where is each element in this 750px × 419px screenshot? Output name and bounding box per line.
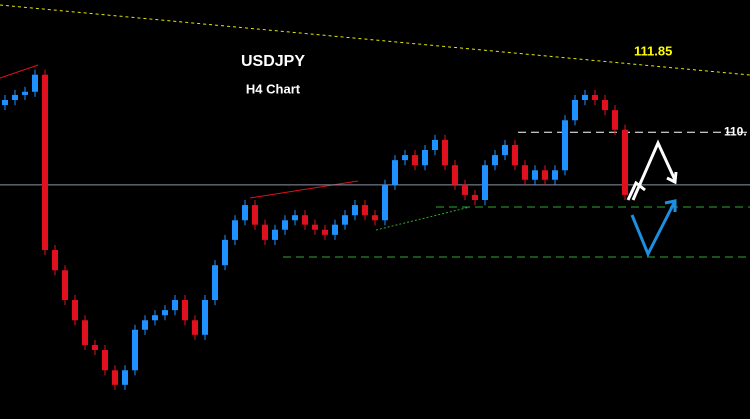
trend-segment [249, 180, 359, 199]
projection-arrow [631, 139, 677, 201]
candle-body [412, 155, 418, 166]
projection-arrow [630, 202, 676, 258]
candle-body [222, 239, 228, 266]
trendline-label: 111.85 [634, 43, 672, 58]
candle-body [512, 144, 518, 166]
chart-subtitle: H4 Chart [246, 81, 301, 96]
candle-body [622, 129, 628, 195]
candle-body [322, 229, 328, 235]
candle-body [552, 170, 558, 180]
candle-body [582, 94, 588, 101]
candle-body [332, 224, 338, 235]
candle-body [522, 165, 528, 180]
candle-body [242, 205, 248, 221]
candle-body [272, 229, 278, 240]
candle-body [482, 165, 488, 201]
candle-body [452, 165, 458, 185]
arrow [626, 180, 646, 201]
chart-title: USDJPY [241, 53, 305, 70]
candle-body [262, 224, 268, 240]
trend-segment [0, 64, 39, 79]
candle-body [572, 100, 578, 121]
candle-body [602, 100, 608, 111]
candle-body [362, 205, 368, 216]
candle-body [32, 74, 38, 92]
candle-body [82, 320, 88, 345]
candle-body [292, 215, 298, 221]
candle-body [72, 300, 78, 321]
arrow-head [666, 171, 678, 185]
candle-body [492, 155, 498, 166]
candle-body [562, 120, 568, 171]
candle-body [432, 139, 438, 151]
candle-body [42, 74, 48, 251]
candle-body [502, 144, 508, 156]
candle-body [62, 270, 68, 301]
candle-body [102, 350, 108, 371]
candle-body [22, 91, 28, 95]
candle-body [212, 265, 218, 301]
candle-body [112, 370, 118, 385]
candle-body [312, 224, 318, 230]
candle-body [162, 310, 168, 316]
arrow-head [664, 199, 677, 212]
candle-body [462, 184, 468, 195]
candle-body [202, 300, 208, 335]
candle-body [92, 344, 98, 351]
candle-body [592, 94, 598, 101]
candle-body [152, 315, 158, 321]
candle-body [422, 150, 428, 166]
candle-body [442, 139, 448, 166]
level-label: 110. [724, 124, 747, 138]
candle-body [532, 170, 538, 180]
candle-body [182, 300, 188, 321]
candle-body [352, 205, 358, 216]
candle-body [2, 100, 8, 106]
candle-body [12, 94, 18, 101]
trend-segment [375, 206, 471, 231]
candle-body [402, 155, 408, 161]
candle-body [372, 215, 378, 221]
candle-body [342, 215, 348, 225]
candle-body [52, 250, 58, 271]
candle-body [172, 300, 178, 311]
candle-body [542, 170, 548, 180]
candle-body [192, 320, 198, 335]
candle-body [252, 205, 258, 225]
candle-body [232, 220, 238, 240]
candle-body [282, 220, 288, 230]
candle-body [392, 160, 398, 185]
candle-body [142, 320, 148, 330]
candle-body [612, 110, 618, 130]
candle-body [472, 194, 478, 201]
candle-body [122, 370, 128, 385]
candle-body [382, 184, 388, 221]
candle-body [132, 329, 138, 371]
candle-body [302, 215, 308, 225]
